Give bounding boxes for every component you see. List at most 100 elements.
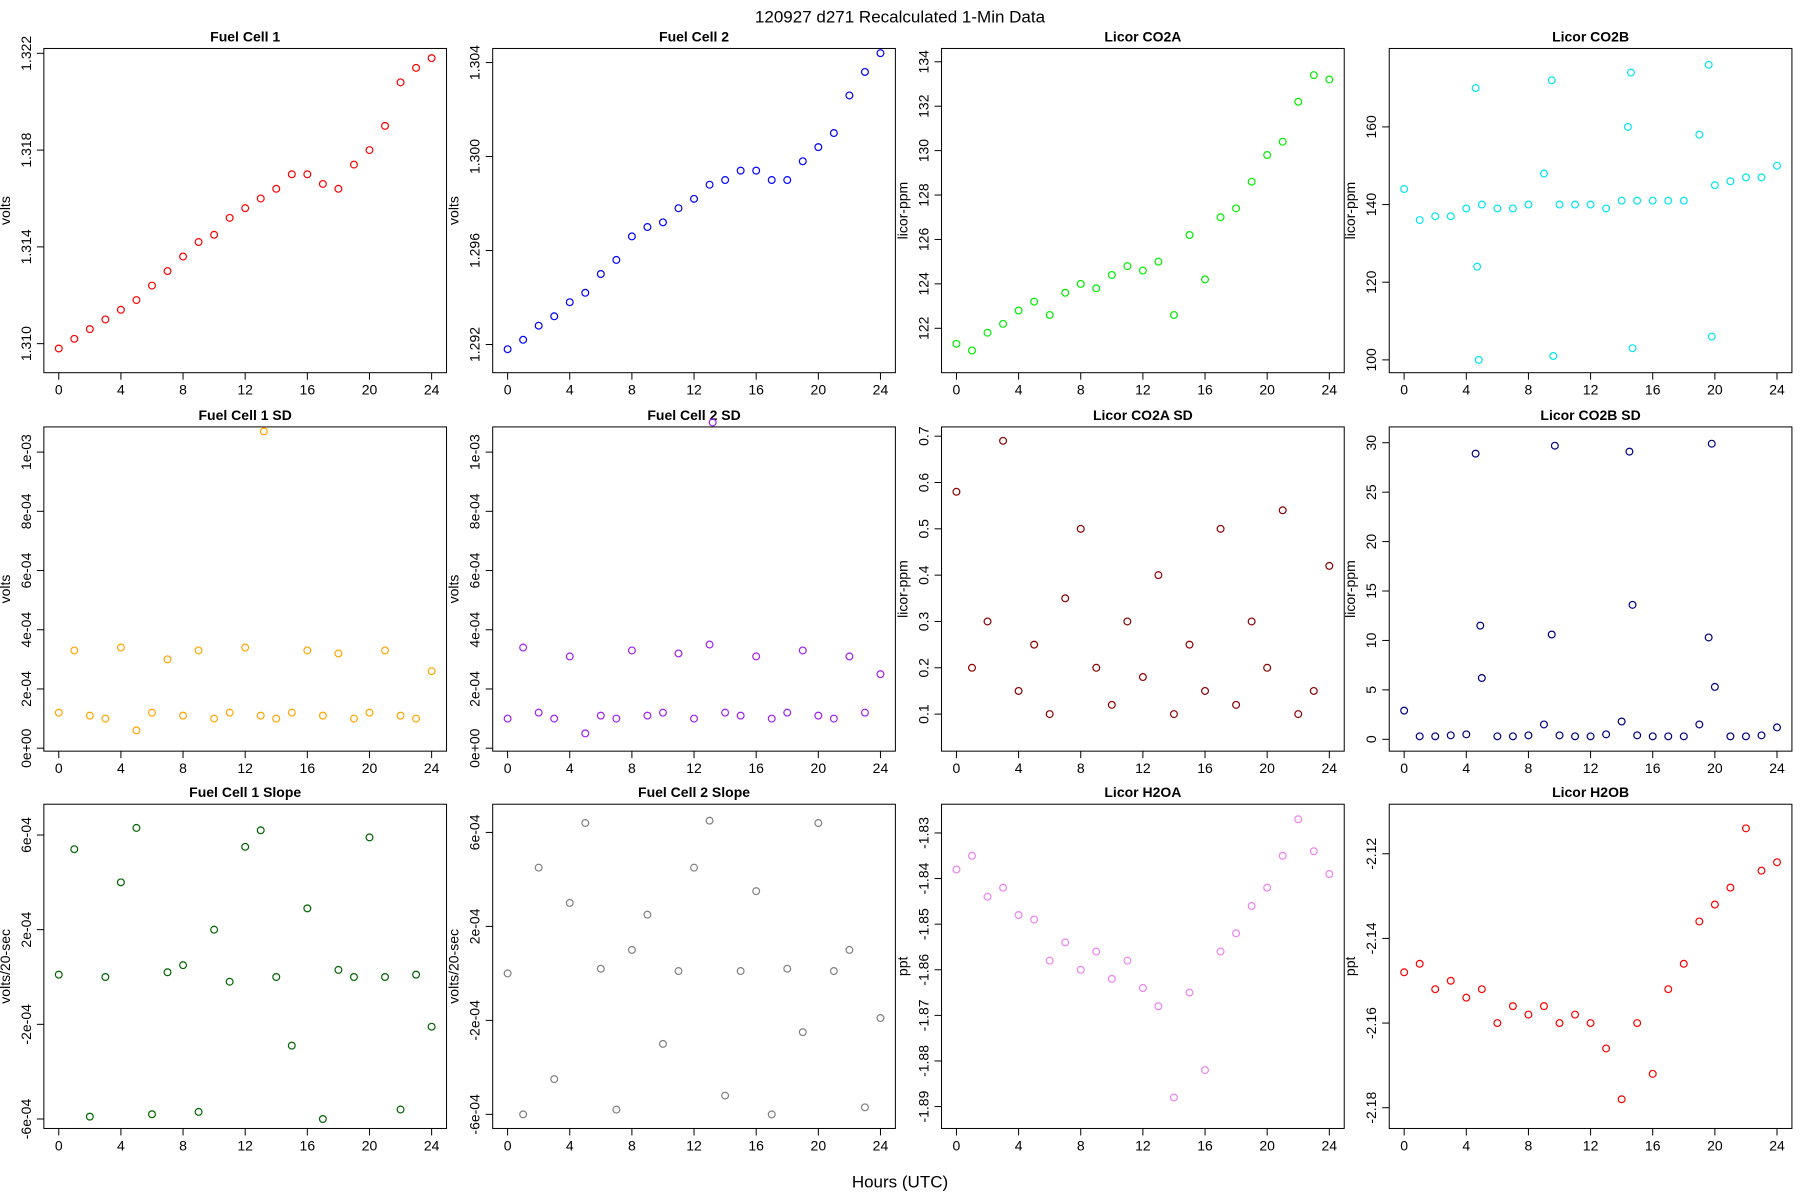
- y-tick-label: 132: [916, 94, 932, 118]
- data-point: [272, 972, 281, 981]
- x-tick-label: 8: [628, 760, 636, 776]
- data-point: [967, 663, 976, 672]
- data-point: [1539, 169, 1548, 178]
- data-point: [241, 643, 250, 652]
- y-tick-label: 1.322: [18, 36, 34, 71]
- data-point: [1201, 686, 1210, 695]
- data-point: [581, 288, 590, 297]
- panel-title: Fuel Cell 1 Slope: [189, 784, 301, 800]
- x-tick-label: 4: [117, 382, 125, 398]
- data-point: [1625, 447, 1634, 456]
- data-point: [1586, 732, 1595, 741]
- plot-frame: [492, 47, 896, 374]
- y-tick-label: 2e-04: [467, 671, 483, 707]
- data-point: [1030, 640, 1039, 649]
- data-point: [1586, 1019, 1595, 1028]
- data-point: [1014, 306, 1023, 315]
- y-axis-label: licor-ppm: [895, 182, 911, 240]
- data-point: [1185, 988, 1194, 997]
- data-point: [1294, 710, 1303, 719]
- data-point: [1602, 730, 1611, 739]
- data-point: [1679, 959, 1688, 968]
- data-point: [303, 904, 312, 913]
- data-point: [596, 270, 605, 279]
- data-point: [1757, 866, 1766, 875]
- x-tick-label: 4: [1462, 760, 1470, 776]
- y-tick-label: 160: [1363, 115, 1379, 139]
- data-point: [147, 708, 156, 717]
- data-point: [565, 652, 574, 661]
- data-point: [967, 851, 976, 860]
- y-tick-label: 6e-04: [467, 552, 483, 588]
- data-point: [1462, 730, 1471, 739]
- data-point: [1695, 130, 1704, 139]
- y-tick-label: -1.84: [916, 862, 932, 894]
- data-point: [674, 967, 683, 976]
- data-point: [1474, 355, 1483, 364]
- y-tick-label: 0: [1363, 735, 1379, 743]
- data-point: [752, 652, 761, 661]
- x-tick-label: 4: [566, 1137, 574, 1153]
- data-point: [783, 176, 792, 185]
- data-point: [1154, 1002, 1163, 1011]
- data-point: [1216, 524, 1225, 533]
- data-point: [612, 255, 621, 264]
- data-point: [1633, 196, 1642, 205]
- data-point: [1508, 1002, 1517, 1011]
- data-point: [1539, 1002, 1548, 1011]
- data-point: [1325, 870, 1334, 879]
- data-point: [999, 883, 1008, 892]
- y-tick-label: 4e-04: [18, 612, 34, 648]
- data-point: [256, 194, 265, 203]
- y-tick-label: 15: [1363, 583, 1379, 599]
- data-point: [101, 972, 110, 981]
- data-point: [1076, 524, 1085, 533]
- data-point: [1648, 732, 1657, 741]
- data-point: [736, 711, 745, 720]
- data-point: [1309, 71, 1318, 80]
- data-point: [814, 711, 823, 720]
- data-point: [1446, 731, 1455, 740]
- data-point: [829, 967, 838, 976]
- data-point: [752, 166, 761, 175]
- y-axis-label: volts: [446, 575, 462, 604]
- data-point: [1704, 60, 1713, 69]
- y-tick-label: 1e-03: [18, 434, 34, 470]
- data-point: [1493, 204, 1502, 213]
- y-tick-label: 0.6: [916, 473, 932, 493]
- data-point: [860, 708, 869, 717]
- data-point: [1061, 288, 1070, 297]
- x-tick-label: 12: [686, 1137, 702, 1153]
- data-point: [1278, 851, 1287, 860]
- x-tick-label: 16: [748, 1137, 764, 1153]
- data-point: [396, 78, 405, 87]
- data-point: [1030, 915, 1039, 924]
- y-tick-label: -6e-04: [467, 1094, 483, 1135]
- data-point: [101, 315, 110, 324]
- x-tick-label: 20: [1707, 1137, 1723, 1153]
- data-point: [54, 708, 63, 717]
- data-point: [674, 649, 683, 658]
- x-tick-label: 20: [1707, 760, 1723, 776]
- data-point: [1154, 571, 1163, 580]
- data-point: [1154, 257, 1163, 266]
- x-tick-label: 20: [1259, 382, 1275, 398]
- data-point: [1415, 959, 1424, 968]
- data-point: [550, 714, 559, 723]
- y-tick-label: 122: [916, 316, 932, 340]
- data-point: [1462, 993, 1471, 1002]
- data-point: [225, 708, 234, 717]
- x-tick-label: 24: [873, 760, 889, 776]
- data-point: [1138, 984, 1147, 993]
- data-point: [1664, 196, 1673, 205]
- y-tick-label: 124: [916, 272, 932, 296]
- data-point: [1232, 204, 1241, 213]
- y-tick-label: -1.85: [916, 908, 932, 940]
- data-point: [225, 977, 234, 986]
- data-point: [194, 238, 203, 247]
- x-tick-label: 16: [1197, 382, 1213, 398]
- data-point: [334, 184, 343, 193]
- y-tick-label: 1.318: [18, 132, 34, 167]
- x-tick-label: 0: [504, 760, 512, 776]
- x-tick-label: 0: [953, 1137, 961, 1153]
